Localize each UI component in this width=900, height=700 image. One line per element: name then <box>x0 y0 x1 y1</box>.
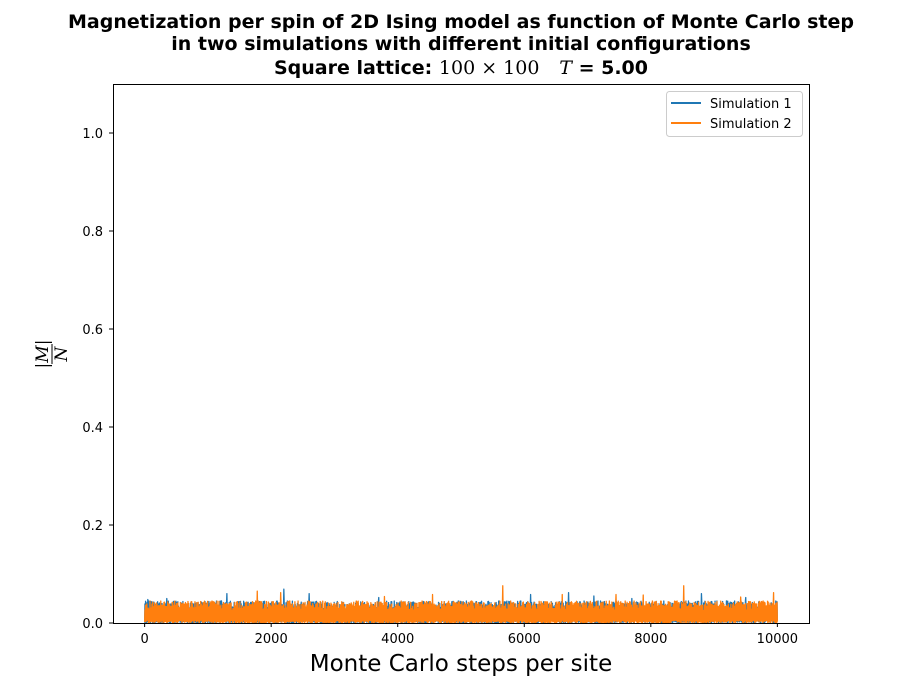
y-tick-label: 0.8 <box>82 225 103 240</box>
x-tick-label: 8000 <box>634 632 667 647</box>
y-axis-ticks: 0.0 0.2 0.4 0.6 0.8 1.0 <box>82 127 113 632</box>
chart-title-line-1: Magnetization per spin of 2D Ising model… <box>68 11 854 33</box>
series-layer <box>143 585 779 624</box>
y-axis-label-denominator: N <box>52 345 72 362</box>
title-spacer <box>539 57 559 79</box>
y-tick-label: 0.0 <box>82 617 103 632</box>
series-line-simulation-2 <box>143 585 779 624</box>
y-tick-label: 0.4 <box>82 421 103 436</box>
x-axis-ticks: 0 2000 4000 6000 8000 10000 <box>140 623 798 647</box>
chart-title-line-3: Square lattice: 100 × 100 T = 5.00 <box>274 57 648 79</box>
legend-label-simulation-2: Simulation 2 <box>710 117 792 132</box>
x-tick-label: 10000 <box>757 632 798 647</box>
x-tick-label: 2000 <box>255 632 288 647</box>
x-tick-label: 0 <box>140 632 148 647</box>
y-tick-label: 0.6 <box>82 323 103 338</box>
title-temperature-symbol: T <box>559 57 573 79</box>
x-axis-label: Monte Carlo steps per site <box>310 651 612 677</box>
x-tick-label: 4000 <box>381 632 414 647</box>
y-axis-label: |M| N <box>33 340 72 369</box>
chart-title-line-2: in two simulations with different initia… <box>171 33 751 55</box>
legend-label-simulation-1: Simulation 1 <box>710 97 792 112</box>
title-lattice: 100 × 100 <box>439 57 540 79</box>
x-tick-label: 6000 <box>508 632 541 647</box>
y-tick-label: 0.2 <box>82 519 103 534</box>
y-tick-label: 1.0 <box>82 127 103 142</box>
y-axis-label-numerator: |M| <box>33 340 53 369</box>
legend: Simulation 1 Simulation 2 <box>666 91 803 137</box>
title-temperature-value: = 5.00 <box>572 57 648 79</box>
title-prefix: Square lattice: <box>274 57 439 79</box>
plot-frame <box>113 84 810 624</box>
